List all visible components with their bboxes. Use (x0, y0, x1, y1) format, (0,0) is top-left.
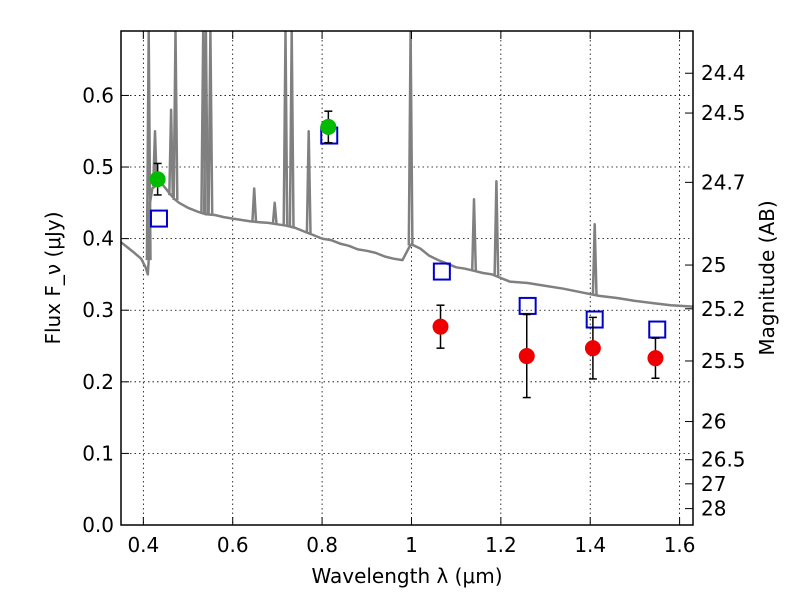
x-tick-label: 0.6 (217, 533, 249, 557)
emission-line (591, 223, 598, 296)
y2-tick-label: 25 (701, 253, 726, 277)
x-axis: 0.4 0.6 0.8 1 1.2 1.4 1.6 (127, 31, 696, 557)
y-tick-label: 0.2 (82, 370, 114, 394)
y-axis-flux: 0.0 0.1 0.2 0.3 0.4 0.5 0.6 (82, 83, 129, 537)
model-photometry-square (585, 310, 604, 329)
detection-point (647, 350, 664, 367)
detection-point (584, 340, 601, 357)
detection-point (432, 318, 449, 335)
y2-tick-label: 25.5 (701, 349, 746, 373)
y-tick-label: 0.6 (82, 83, 114, 107)
y2-axis-label: Magnitude (AB) (755, 200, 779, 355)
emission-line (271, 201, 278, 225)
y2-tick-label: 24.5 (701, 101, 746, 125)
y-tick-label: 0.0 (82, 513, 114, 537)
x-axis-label: Wavelength λ (μm) (311, 564, 502, 588)
emission-line (288, 31, 295, 228)
plot-area (121, 31, 693, 399)
emission-line (172, 31, 179, 201)
emission-line (207, 31, 214, 215)
y2-tick-label: 24.7 (701, 170, 746, 194)
model-photometry-square (432, 262, 451, 281)
y-tick-label: 0.1 (82, 441, 114, 465)
y2-tick-label: 27 (701, 472, 726, 496)
y-axis-label: Flux F_ν (μJy) (41, 211, 65, 344)
detection-point (149, 171, 166, 188)
x-tick-label: 0.4 (127, 533, 159, 557)
y2-tick-label: 28 (701, 497, 726, 521)
detection-point (320, 118, 337, 135)
emission-line (407, 31, 414, 246)
y-tick-label: 0.3 (82, 298, 114, 322)
model-photometry-square (518, 296, 537, 315)
x-tick-label: 1.2 (485, 533, 517, 557)
emission-line (305, 129, 312, 234)
x-tick-label: 1 (405, 533, 418, 557)
emission-line (470, 197, 478, 271)
emission-line (282, 31, 289, 226)
model-photometry-square (149, 209, 168, 228)
spectrum-line (121, 181, 693, 308)
y2-tick-label: 24.4 (701, 61, 746, 85)
x-tick-label: 0.8 (306, 533, 338, 557)
y2-tick-label: 26 (701, 410, 726, 434)
emission-line (493, 180, 500, 277)
emission-line (251, 187, 258, 222)
model-photometry-square (648, 320, 667, 339)
detection-point (518, 348, 535, 365)
y2-tick-label: 25.2 (701, 297, 746, 321)
y2-tick-label: 26.5 (701, 448, 746, 472)
x-tick-label: 1.4 (574, 533, 606, 557)
x-tick-label: 1.6 (664, 533, 696, 557)
emission-line (202, 31, 209, 215)
emission-line (151, 129, 159, 187)
y-tick-label: 0.5 (82, 155, 114, 179)
emission-line (168, 108, 175, 196)
plot-frame (120, 30, 694, 526)
emission-line (145, 31, 152, 261)
y-tick-label: 0.4 (82, 227, 114, 251)
